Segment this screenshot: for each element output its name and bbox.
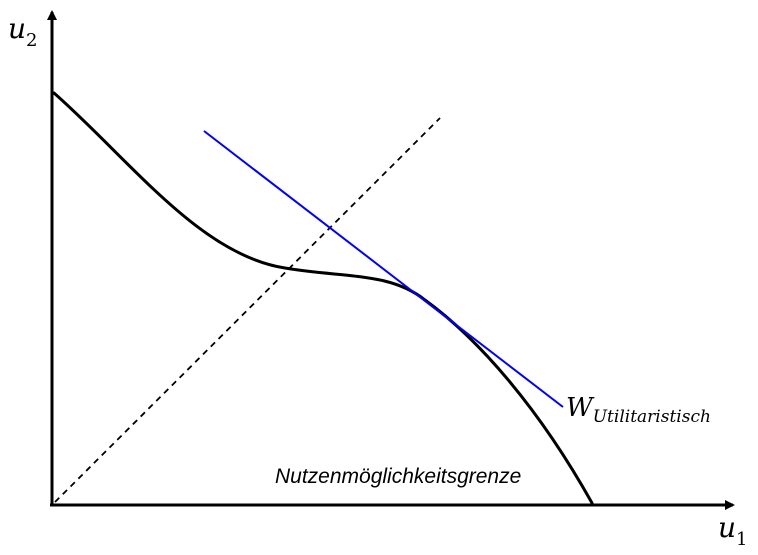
- welfare-line-label: WUtilitaristisch: [566, 393, 711, 427]
- frontier-label: Nutzenmöglichkeitsgrenze: [275, 465, 521, 488]
- utility-possibility-frontier: [52, 91, 594, 505]
- utilitarian-welfare-line: [203, 130, 564, 408]
- diagonal-45-degree-line: [54, 117, 441, 503]
- welfare-line-label-base: W: [566, 393, 595, 423]
- x-axis-label: u1: [718, 511, 748, 550]
- x-axis-label-base: u: [718, 511, 736, 544]
- welfare-line-label-subscript: Utilitaristisch: [593, 407, 711, 427]
- y-axis-label: u2: [8, 12, 38, 51]
- x-axis-label-subscript: 1: [736, 529, 747, 550]
- y-axis-label-subscript: 2: [26, 30, 37, 51]
- y-axis-label-base: u: [8, 12, 26, 45]
